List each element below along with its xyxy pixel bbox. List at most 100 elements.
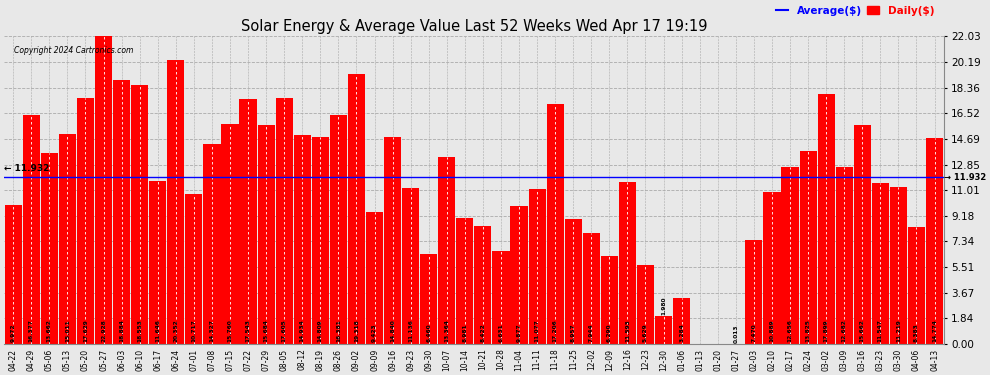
Bar	[763, 192, 780, 344]
Bar	[294, 135, 311, 344]
Bar	[366, 212, 383, 344]
Bar	[257, 125, 274, 344]
Text: 22.928: 22.928	[101, 319, 106, 342]
Text: 10.717: 10.717	[191, 319, 196, 342]
Text: 15.684: 15.684	[263, 319, 268, 342]
Bar	[619, 182, 636, 344]
Bar	[655, 316, 672, 344]
Text: 8.981: 8.981	[462, 323, 467, 342]
Bar	[222, 124, 239, 344]
Bar	[312, 137, 329, 344]
Bar	[546, 104, 563, 344]
Text: → 11.932: → 11.932	[943, 173, 986, 182]
Text: 18.553: 18.553	[138, 319, 143, 342]
Text: 14.327: 14.327	[210, 319, 215, 342]
Text: 8.422: 8.422	[480, 323, 485, 342]
Text: 8.957: 8.957	[571, 323, 576, 342]
Text: 11.219: 11.219	[896, 319, 901, 342]
Text: 17.629: 17.629	[83, 319, 88, 342]
Bar	[800, 151, 817, 344]
Title: Solar Energy & Average Value Last 52 Weeks Wed Apr 17 19:19: Solar Energy & Average Value Last 52 Wee…	[241, 19, 707, 34]
Text: 19.318: 19.318	[354, 319, 359, 342]
Bar	[330, 115, 346, 344]
Bar	[347, 74, 365, 344]
Bar	[456, 219, 473, 344]
Text: 6.631: 6.631	[499, 323, 504, 342]
Text: 13.825: 13.825	[806, 319, 811, 342]
Text: 16.377: 16.377	[29, 319, 34, 342]
Text: 11.646: 11.646	[155, 319, 160, 342]
Bar	[872, 183, 889, 344]
Text: 13.662: 13.662	[47, 319, 51, 342]
Bar	[203, 144, 221, 344]
Text: 14.809: 14.809	[318, 319, 323, 342]
Text: 9.423: 9.423	[372, 323, 377, 342]
Text: 11.547: 11.547	[878, 319, 883, 342]
Text: 15.760: 15.760	[228, 319, 233, 342]
Bar	[384, 137, 401, 344]
Bar	[529, 189, 545, 344]
Text: 15.011: 15.011	[65, 319, 70, 342]
Bar	[564, 219, 582, 344]
Text: 14.840: 14.840	[390, 319, 395, 342]
Bar	[745, 240, 762, 344]
Bar	[95, 24, 112, 344]
Bar	[781, 167, 799, 344]
Bar	[492, 251, 510, 344]
Legend: Average($), Daily($): Average($), Daily($)	[771, 2, 939, 20]
Text: 5.629: 5.629	[643, 323, 648, 342]
Bar	[511, 206, 528, 344]
Text: Copyright 2024 Cartronics.com: Copyright 2024 Cartronics.com	[14, 46, 133, 55]
Text: 3.284: 3.284	[679, 323, 684, 342]
Bar	[113, 80, 130, 344]
Bar	[402, 188, 419, 344]
Bar	[5, 205, 22, 344]
Text: 14.774: 14.774	[932, 319, 938, 342]
Bar	[77, 98, 94, 344]
Text: 9.972: 9.972	[11, 323, 16, 342]
Bar	[167, 60, 184, 344]
Bar	[818, 94, 835, 344]
Bar	[908, 227, 925, 344]
Bar	[41, 153, 57, 344]
Text: 6.290: 6.290	[607, 323, 612, 342]
Text: 6.460: 6.460	[427, 323, 432, 342]
Bar	[601, 256, 618, 344]
Text: 8.383: 8.383	[914, 323, 919, 342]
Bar	[240, 99, 256, 344]
Text: 17.206: 17.206	[552, 319, 557, 342]
Bar	[58, 134, 76, 344]
Text: ← 11.932: ← 11.932	[4, 164, 50, 173]
Text: 7.470: 7.470	[751, 323, 756, 342]
Text: 11.136: 11.136	[408, 319, 413, 342]
Bar	[149, 181, 166, 344]
Bar	[474, 226, 491, 344]
Text: 10.889: 10.889	[769, 319, 774, 342]
Text: 12.682: 12.682	[842, 319, 846, 342]
Text: 11.077: 11.077	[535, 319, 540, 342]
Text: 18.884: 18.884	[119, 319, 124, 342]
Text: 12.656: 12.656	[787, 319, 793, 342]
Text: 1.980: 1.980	[661, 297, 666, 315]
Text: 14.934: 14.934	[300, 319, 305, 342]
Bar	[439, 158, 455, 344]
Text: 17.899: 17.899	[824, 319, 829, 342]
Text: 20.352: 20.352	[173, 319, 178, 342]
Bar	[890, 187, 907, 344]
Text: 15.662: 15.662	[859, 319, 865, 342]
Bar	[836, 167, 852, 344]
Text: 13.364: 13.364	[445, 319, 449, 342]
Bar	[275, 98, 293, 344]
Bar	[185, 194, 202, 344]
Bar	[853, 125, 871, 344]
Text: 11.593: 11.593	[625, 319, 630, 342]
Text: 17.543: 17.543	[246, 319, 250, 342]
Text: 17.605: 17.605	[282, 319, 287, 342]
Text: 7.944: 7.944	[589, 323, 594, 342]
Bar	[583, 233, 600, 344]
Bar	[926, 138, 943, 344]
Text: 9.877: 9.877	[517, 323, 522, 342]
Bar	[637, 265, 654, 344]
Bar	[420, 254, 438, 344]
Text: 0.013: 0.013	[734, 324, 739, 343]
